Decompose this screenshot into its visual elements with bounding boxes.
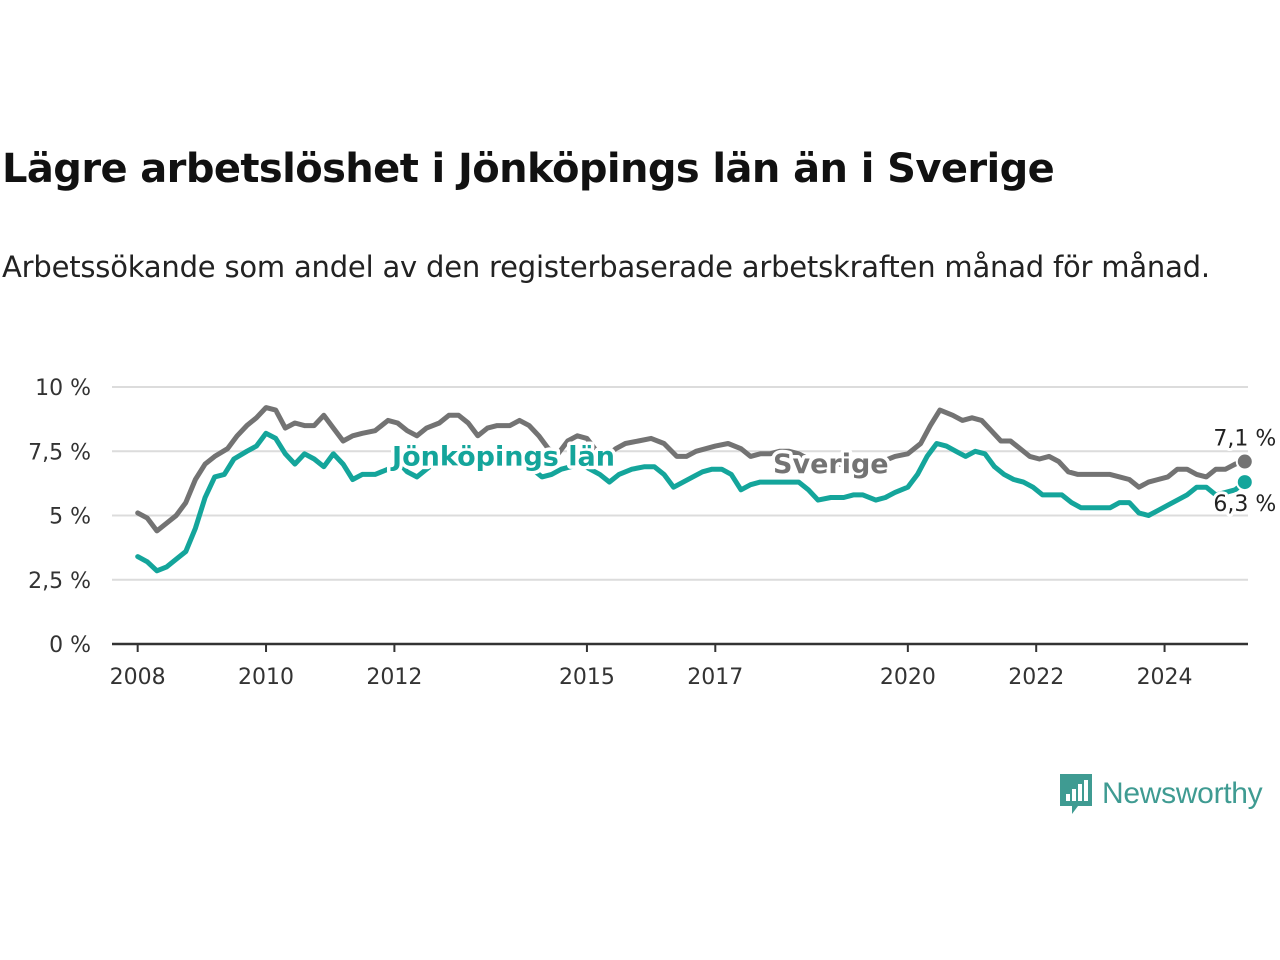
x-tick-label: 2015 <box>559 665 615 690</box>
end-value-label: 6,3 % <box>1213 492 1276 517</box>
series-line <box>135 430 1248 574</box>
end-value-label: 7,1 % <box>1213 427 1276 452</box>
series-line <box>135 405 1248 534</box>
y-tick-label: 2,5 % <box>28 569 91 594</box>
x-tick-label: 2022 <box>1008 665 1064 690</box>
y-axis-labels: 0 % 2,5 % 5 % 7,5 % 10 % <box>28 376 91 658</box>
x-tick-label: 2024 <box>1137 665 1193 690</box>
newsworthy-logo: Newsworthy <box>1058 772 1263 816</box>
series-end-point <box>1235 452 1254 471</box>
series-label: Jönköpings län <box>390 441 615 472</box>
series-labels: Sverige 7,1 % Jönköpings län 6,3 % <box>387 424 1280 521</box>
brand-name: Newsworthy <box>1102 777 1263 810</box>
series-lines <box>135 405 1254 574</box>
x-tick-label: 2008 <box>110 665 166 690</box>
x-axis: 2008 2010 2012 2015 2017 2020 2022 2024 <box>110 642 1248 690</box>
x-tick-label: 2020 <box>880 665 936 690</box>
x-tick-label: 2010 <box>238 665 294 690</box>
y-tick-label: 5 % <box>49 505 91 530</box>
y-tick-label: 7,5 % <box>28 440 91 465</box>
y-tick-label: 10 % <box>35 376 91 401</box>
grid-lines <box>112 386 1248 581</box>
x-tick-label: 2012 <box>366 665 422 690</box>
y-tick-label: 0 % <box>49 633 91 658</box>
series-end-point <box>1235 473 1254 492</box>
series-label: Sverige <box>773 449 889 480</box>
chart-title: Lägre arbetslöshet i Jönköpings län än i… <box>2 146 1055 192</box>
chart-subtitle: Arbetssökande som andel av den registerb… <box>2 250 1210 284</box>
x-tick-label: 2017 <box>687 665 743 690</box>
newsworthy-logo-icon <box>1060 774 1092 814</box>
line-chart: 0 % 2,5 % 5 % 7,5 % 10 % 2008 2010 2012 2015 201… <box>28 376 1280 690</box>
